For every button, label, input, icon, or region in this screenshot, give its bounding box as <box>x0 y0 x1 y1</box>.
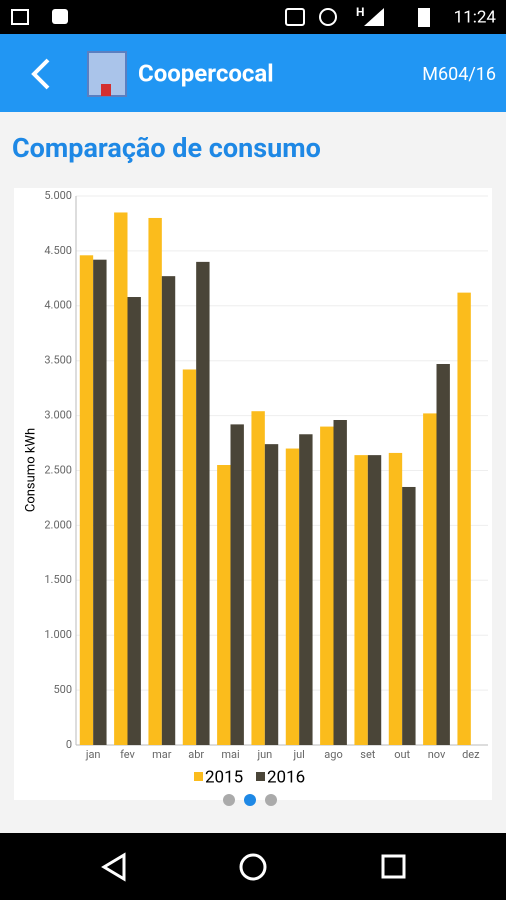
y-tick-label: 2.000 <box>44 518 72 531</box>
bar <box>148 217 162 745</box>
bar <box>196 261 210 745</box>
x-tick-label: jan <box>85 748 101 761</box>
pager-dot-active[interactable] <box>244 794 256 806</box>
app-code: M604/16 <box>422 64 496 85</box>
bar <box>264 444 279 745</box>
y-tick-label: 4.000 <box>44 299 72 312</box>
x-tick-label: dez <box>462 748 480 761</box>
y-tick-label: 0 <box>66 738 72 751</box>
nav-bar <box>0 833 506 900</box>
x-tick-label: jun <box>256 748 272 761</box>
alarm-icon <box>319 8 337 26</box>
bar <box>457 292 471 745</box>
nav-recents[interactable] <box>381 854 406 879</box>
android-icon <box>52 9 68 24</box>
legend-swatch <box>194 772 203 781</box>
building-door <box>101 84 111 96</box>
battery-icon <box>418 8 430 27</box>
x-tick-label: out <box>394 748 410 761</box>
y-tick-label: 3.000 <box>44 409 72 422</box>
nav-home[interactable] <box>239 853 267 881</box>
bar <box>127 297 141 745</box>
y-tick-label: 3.500 <box>44 354 72 367</box>
x-tick-label: mar <box>152 748 172 761</box>
x-tick-label: fev <box>120 748 135 761</box>
x-tick-label: set <box>360 748 376 761</box>
y-tick-label: 2.500 <box>44 463 72 476</box>
image-icon <box>11 9 29 25</box>
bar <box>182 369 197 745</box>
legend-label: 2016 <box>267 767 305 787</box>
network-type: H <box>356 5 364 19</box>
bar <box>436 363 450 745</box>
y-tick-label: 4.500 <box>44 244 72 257</box>
x-tick-label: nov <box>428 748 446 761</box>
app-title: Coopercocal <box>138 59 274 87</box>
nav-back[interactable] <box>101 852 126 882</box>
x-tick-label: jul <box>292 748 304 761</box>
bar <box>388 452 403 745</box>
bar <box>230 424 244 745</box>
bar <box>333 419 347 745</box>
bar <box>354 455 368 745</box>
page-title: Comparação de consumo <box>12 132 321 164</box>
y-tick-label: 500 <box>53 683 72 696</box>
back-button[interactable] <box>31 58 50 90</box>
app-bar <box>0 34 506 112</box>
bar <box>423 413 437 745</box>
pager-dot[interactable] <box>265 794 277 806</box>
bar <box>114 212 128 746</box>
y-axis-label: Consumo kWh <box>23 428 38 512</box>
bar <box>299 434 313 745</box>
y-tick-label: 5.000 <box>44 189 72 202</box>
pager-dot[interactable] <box>223 794 235 806</box>
bar <box>320 426 334 745</box>
bar <box>79 255 94 746</box>
clock: 11:24 <box>454 7 497 27</box>
x-tick-label: ago <box>324 748 342 761</box>
bar <box>285 448 300 745</box>
x-tick-label: mai <box>221 748 239 761</box>
bar <box>402 486 416 745</box>
bar <box>161 276 176 745</box>
y-tick-label: 1.500 <box>44 573 72 586</box>
bar <box>367 455 382 745</box>
signal-icon <box>364 8 384 26</box>
legend-label: 2015 <box>205 767 243 787</box>
bar <box>217 465 231 745</box>
bar <box>251 411 265 745</box>
legend-swatch <box>256 772 265 781</box>
status-bar <box>0 0 506 34</box>
vibrate-icon <box>285 8 305 26</box>
x-tick-label: abr <box>188 748 204 761</box>
bar <box>93 259 107 745</box>
y-tick-label: 1.000 <box>44 628 72 641</box>
chart: 0 500 1.000 1.500 2.000 2.500 3.000 3.500 4.000 4… <box>44 189 488 787</box>
